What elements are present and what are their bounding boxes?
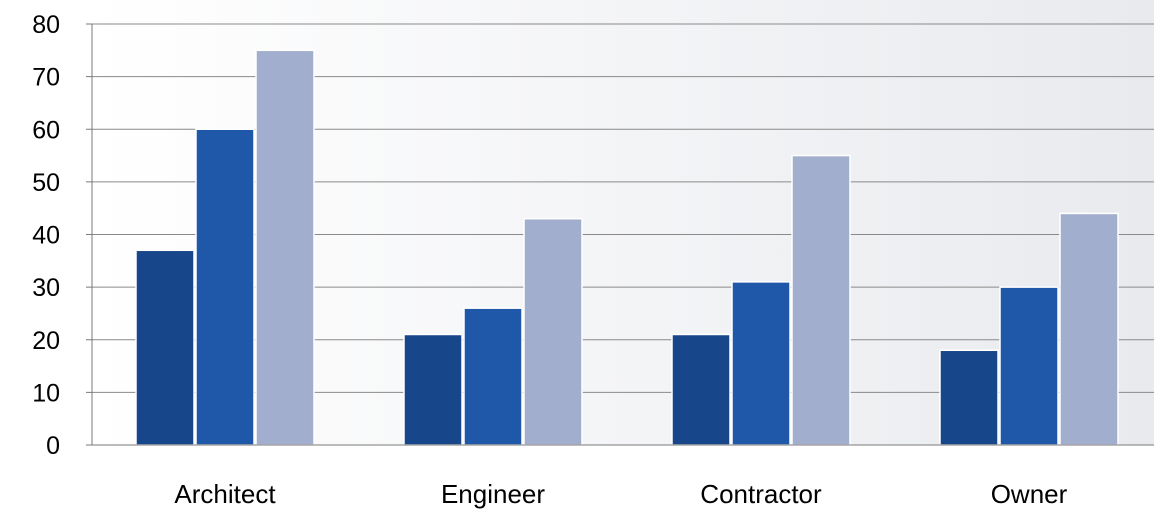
y-tick-label-30: 30: [32, 274, 60, 302]
y-tick-label-10: 10: [32, 379, 60, 407]
y-tick-label-0: 0: [46, 432, 60, 460]
bar-architect-series-2: [195, 128, 255, 446]
bar-engineer-series-2: [463, 307, 523, 446]
bar-contractor-series-2: [731, 281, 791, 446]
y-axis-ticks: 0 10 20 30 40 50 60 70 80: [32, 11, 60, 460]
bar-owner-series-3: [1059, 212, 1119, 446]
x-tick-label-engineer: Engineer: [441, 479, 545, 509]
y-tick-label-70: 70: [32, 64, 60, 92]
y-tick-label-20: 20: [32, 327, 60, 355]
bar-engineer-series-1: [403, 333, 463, 446]
x-axis-labels: Architect Engineer Contractor Owner: [174, 479, 1067, 509]
x-tick-label-owner: Owner: [991, 479, 1068, 509]
bar-owner-series-1: [939, 349, 999, 446]
bar-engineer-series-3: [523, 217, 583, 446]
y-tick-label-40: 40: [32, 222, 60, 250]
bar-architect-series-1: [135, 249, 195, 446]
x-tick-label-architect: Architect: [174, 479, 276, 509]
y-tick-label-80: 80: [32, 11, 60, 39]
y-tick-label-50: 50: [32, 169, 60, 197]
x-tick-label-contractor: Contractor: [700, 479, 822, 509]
bar-owner-series-2: [999, 286, 1059, 446]
bar-contractor-series-3: [791, 154, 851, 446]
y-tick-label-60: 60: [32, 116, 60, 144]
bars: [135, 49, 1119, 446]
bar-contractor-series-1: [671, 333, 731, 446]
bar-architect-series-3: [255, 49, 315, 446]
